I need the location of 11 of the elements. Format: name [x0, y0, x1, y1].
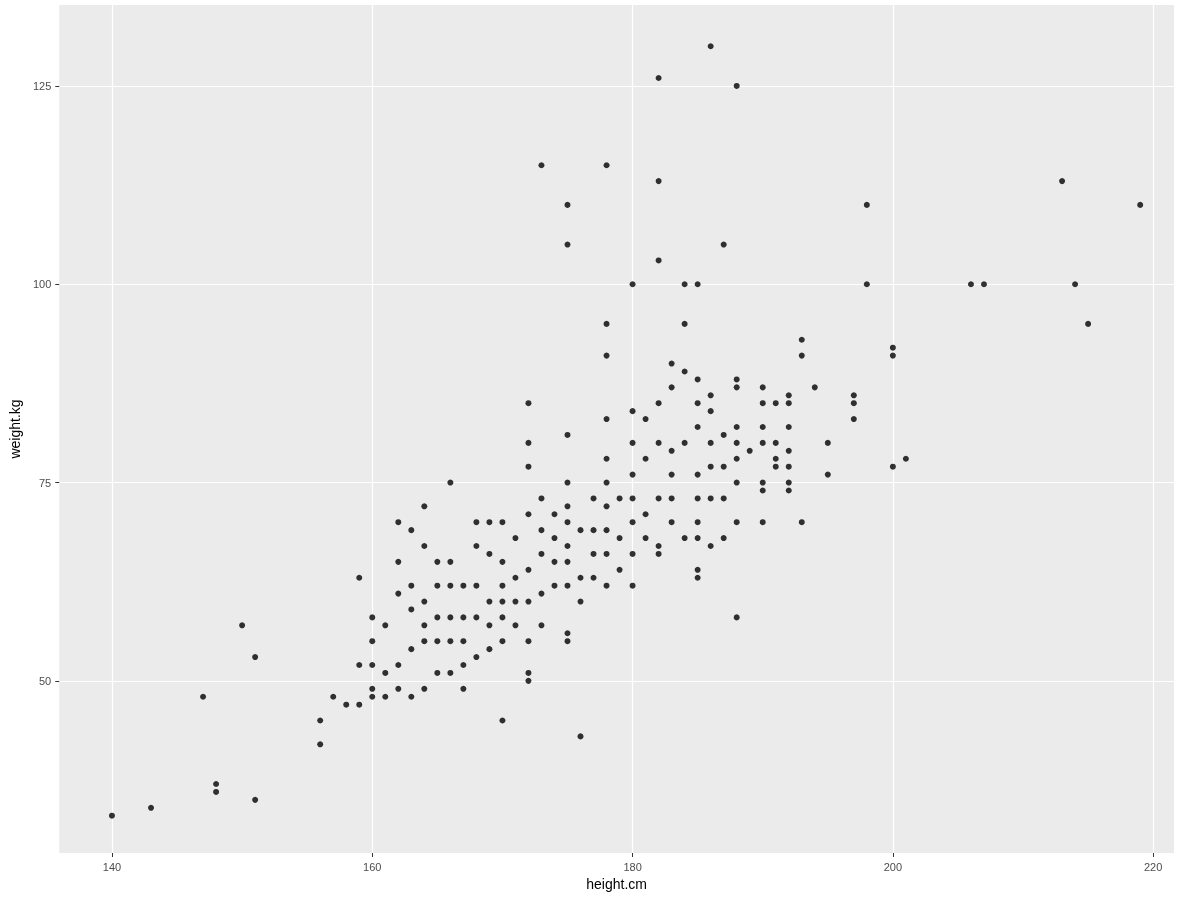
x-tick-label: 180 — [623, 860, 642, 873]
y-tick-label: 50 — [39, 674, 52, 687]
x-tick-label: 140 — [102, 860, 122, 873]
y-axis-title: weight.kg — [7, 399, 23, 460]
y-tick-label: 75 — [39, 476, 52, 489]
x-tick-label: 220 — [1144, 860, 1163, 873]
x-tick-label: 200 — [883, 860, 903, 873]
x-tick-label: 160 — [363, 860, 382, 873]
y-tick-label: 125 — [32, 79, 52, 92]
y-tick-label: 100 — [32, 278, 52, 291]
x-axis-title: height.cm — [586, 875, 647, 892]
